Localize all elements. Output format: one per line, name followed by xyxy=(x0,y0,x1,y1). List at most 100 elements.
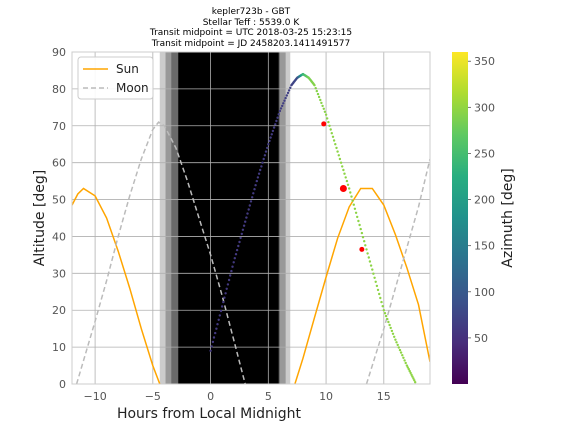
track-point xyxy=(285,94,288,97)
track-point xyxy=(317,95,321,99)
y-tick-label: 30 xyxy=(52,267,66,280)
colorbar-tick-label: 50 xyxy=(474,332,488,345)
transit-midpoint-marker xyxy=(339,184,347,192)
y-tick-label: 80 xyxy=(52,83,66,96)
colorbar-ticks: 50 100 150 200 250 300 350 xyxy=(468,55,495,345)
track-point xyxy=(324,113,328,116)
track-point xyxy=(314,87,317,90)
track-point xyxy=(262,157,265,161)
legend-box xyxy=(77,56,154,100)
track-point xyxy=(409,371,412,375)
track-point xyxy=(369,264,373,267)
track-point xyxy=(398,348,402,352)
track-point xyxy=(231,265,234,268)
track-point xyxy=(209,349,212,352)
track-point xyxy=(249,200,253,203)
track-point xyxy=(384,314,388,318)
track-point xyxy=(413,379,416,382)
track-point xyxy=(394,338,397,341)
moon-legend-label: Moon xyxy=(116,81,149,95)
target-track xyxy=(209,72,417,384)
track-point xyxy=(277,113,280,116)
track-point xyxy=(336,150,339,153)
track-point xyxy=(270,133,273,136)
track-point xyxy=(414,381,417,384)
title-line-1: kepler723b - GBT xyxy=(211,7,291,17)
axis-ticks: −10 −5 0 5 10 15 0 10 20 30 40 50 60 70 80 90 xyxy=(52,46,391,403)
track-point xyxy=(368,260,372,263)
title-line-2: Stellar Teff : 5539.0 K xyxy=(202,18,300,28)
track-point xyxy=(237,244,240,248)
track-point xyxy=(361,236,365,239)
moon-line-1 xyxy=(365,158,430,384)
track-point xyxy=(256,176,260,179)
track-point xyxy=(339,161,343,164)
track-point xyxy=(380,300,383,304)
colorbar-tick-label: 350 xyxy=(474,55,495,68)
track-point xyxy=(410,373,413,376)
track-point xyxy=(238,240,241,244)
track-point xyxy=(282,102,285,105)
track-point xyxy=(323,110,327,114)
track-point xyxy=(247,208,250,211)
track-point xyxy=(401,354,404,357)
track-point xyxy=(225,287,228,290)
track-point xyxy=(382,309,385,312)
track-point xyxy=(253,188,256,191)
track-point xyxy=(329,128,332,131)
colorbar-label: Azimuth [deg] xyxy=(500,168,516,267)
track-point xyxy=(319,98,322,102)
plot-frame xyxy=(71,51,431,385)
track-point xyxy=(327,120,330,124)
track-point xyxy=(246,212,249,215)
track-point xyxy=(375,284,379,288)
x-tick-label: 15 xyxy=(377,390,391,403)
track-point xyxy=(320,101,323,105)
track-point xyxy=(348,187,351,190)
track-point xyxy=(248,204,251,207)
track-point xyxy=(284,96,287,100)
track-point xyxy=(227,278,231,282)
track-point xyxy=(326,117,329,120)
track-point xyxy=(354,211,358,214)
twilight-bands xyxy=(159,52,291,384)
track-point xyxy=(255,179,258,183)
track-point xyxy=(332,139,336,142)
y-tick-label: 0 xyxy=(59,378,66,391)
y-tick-label: 50 xyxy=(52,194,66,207)
y-tick-label: 40 xyxy=(52,230,66,243)
track-point xyxy=(389,326,392,330)
track-point xyxy=(386,317,389,321)
track-point xyxy=(214,331,217,335)
track-point xyxy=(388,323,391,327)
track-point xyxy=(366,252,369,255)
track-point xyxy=(337,154,340,157)
track-point xyxy=(342,168,345,172)
track-point xyxy=(387,320,390,324)
track-point xyxy=(349,191,352,194)
track-point xyxy=(229,274,232,277)
track-point xyxy=(281,104,284,108)
track-point xyxy=(266,146,269,150)
track-point xyxy=(245,216,248,219)
track-point xyxy=(395,341,398,344)
track-point xyxy=(352,203,355,206)
y-tick-label: 90 xyxy=(52,46,66,59)
track-point xyxy=(343,172,346,175)
track-point xyxy=(289,86,292,90)
sun-line-0 xyxy=(72,187,161,384)
track-point xyxy=(276,116,279,119)
track-point xyxy=(350,195,353,198)
track-point xyxy=(322,107,325,111)
track-point xyxy=(381,305,384,308)
track-point xyxy=(346,183,350,186)
track-point xyxy=(391,332,395,335)
track-point xyxy=(230,269,233,273)
track-point xyxy=(360,231,364,235)
track-point xyxy=(358,223,361,227)
transit-ingress-marker xyxy=(321,121,327,127)
track-point xyxy=(365,248,368,251)
track-point xyxy=(373,276,376,279)
track-point xyxy=(404,361,407,365)
track-point xyxy=(363,240,366,243)
